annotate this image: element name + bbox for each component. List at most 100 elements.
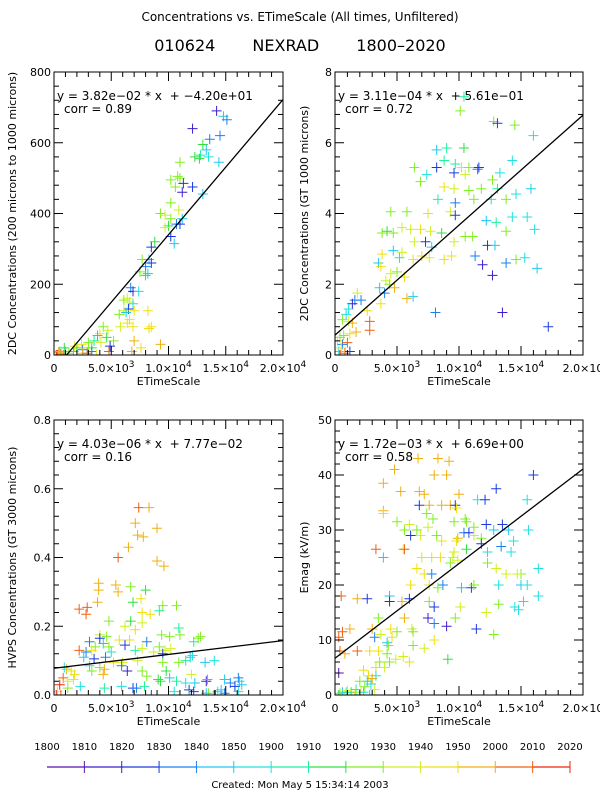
data-point	[378, 552, 389, 563]
data-point	[399, 544, 410, 555]
data-point	[74, 645, 85, 656]
data-point	[432, 194, 443, 205]
x-tick-mantissa: 5.0×10	[374, 362, 415, 375]
data-point	[369, 684, 380, 695]
data-point	[195, 631, 206, 642]
data-point	[130, 645, 141, 656]
data-point	[450, 210, 461, 221]
data-point	[229, 681, 240, 692]
y-tick-label: 0	[44, 349, 51, 362]
data-point	[121, 307, 132, 318]
data-point	[174, 629, 185, 640]
data-point	[389, 464, 400, 475]
data-point	[423, 208, 433, 219]
colorbar-label: 1850	[221, 742, 246, 753]
y-tick-label: 8	[325, 66, 332, 79]
data-point	[429, 470, 440, 480]
data-point	[154, 641, 165, 652]
colorbar-label: 1800	[34, 742, 59, 753]
x-tick-exponent: 4	[186, 360, 192, 370]
x-tick-label: 1.5×104	[203, 700, 250, 715]
data-point	[401, 206, 412, 217]
data-point	[144, 502, 155, 513]
x-tick-exponent: 4	[538, 700, 544, 710]
data-point	[466, 582, 477, 593]
data-point	[173, 204, 184, 215]
data-point	[362, 305, 373, 316]
x-tick-label: 1.0×104	[145, 700, 192, 715]
data-point	[115, 321, 126, 332]
x-tick-mantissa: 0	[332, 702, 339, 715]
data-point	[411, 525, 422, 535]
data-point	[405, 224, 416, 235]
data-point	[204, 134, 215, 145]
data-point	[383, 640, 394, 651]
data-point	[219, 688, 230, 695]
data-point	[518, 596, 529, 607]
data-point	[335, 350, 345, 355]
fit-correlation: corr = 0.72	[345, 102, 413, 116]
data-point	[165, 197, 176, 208]
data-point	[365, 679, 376, 689]
data-point	[421, 508, 432, 519]
data-point	[55, 690, 66, 695]
chart-tl: 0 5.0×103 1.0×104 1.5×104 2.0×10402004006008…	[6, 66, 306, 388]
data-point	[401, 293, 412, 304]
x-tick-mantissa: 0	[51, 702, 58, 715]
data-point	[451, 536, 462, 546]
data-point	[155, 208, 166, 219]
data-point	[533, 563, 544, 574]
x-tick-label: 2.0×104	[260, 360, 307, 375]
data-point	[169, 238, 180, 249]
chart-bl: 0 5.0×103 1.0×104 1.5×104 2.0×1040.00.20.40.…	[6, 414, 306, 728]
x-tick-exponent: 4	[300, 360, 306, 370]
data-point	[414, 500, 425, 511]
data-point	[426, 242, 437, 253]
data-point	[344, 328, 355, 339]
x-tick-mantissa: 1.5×10	[498, 362, 539, 375]
data-point	[408, 254, 419, 265]
data-point	[506, 547, 517, 557]
data-point	[95, 337, 106, 348]
data-point	[450, 613, 461, 623]
data-point	[145, 609, 156, 620]
data-point	[388, 245, 399, 256]
data-point	[379, 288, 390, 299]
x-tick-label: 2.0×10	[563, 362, 600, 375]
data-point	[172, 171, 183, 182]
data-point	[491, 217, 502, 228]
x-tick-exponent: 4	[538, 360, 544, 370]
data-point	[396, 247, 407, 258]
x-tick-exponent: 3	[129, 700, 135, 710]
figure-title: Concentrations vs. ETimeScale (All times…	[141, 10, 459, 24]
data-point	[201, 676, 212, 687]
data-point	[165, 213, 176, 224]
data-point	[59, 342, 70, 353]
y-axis-label: Emag (kV/m)	[298, 522, 311, 594]
y-tick-label: 0.8	[34, 414, 52, 427]
data-point	[494, 167, 505, 178]
x-tick-label: 1.0×104	[436, 360, 483, 375]
data-point	[138, 531, 149, 542]
x-tick-mantissa: 5.0×10	[88, 702, 129, 715]
data-point	[129, 305, 140, 316]
data-point	[522, 494, 533, 505]
data-point	[378, 478, 389, 489]
data-point	[98, 638, 109, 649]
data-point	[436, 500, 447, 511]
data-point	[374, 657, 385, 667]
colorbar-label: 1940	[408, 742, 433, 753]
data-point	[347, 298, 358, 309]
data-point	[429, 635, 440, 645]
data-point	[409, 162, 420, 173]
data-point	[503, 525, 514, 535]
x-tick-label: 1.0×104	[436, 700, 483, 715]
data-point	[523, 525, 534, 535]
data-point	[441, 143, 452, 154]
data-point	[512, 569, 523, 579]
data-point	[437, 580, 448, 590]
x-tick-mantissa: 0	[332, 362, 339, 375]
x-tick-mantissa: 0	[51, 362, 58, 375]
data-point	[405, 530, 416, 541]
data-point	[89, 653, 100, 664]
